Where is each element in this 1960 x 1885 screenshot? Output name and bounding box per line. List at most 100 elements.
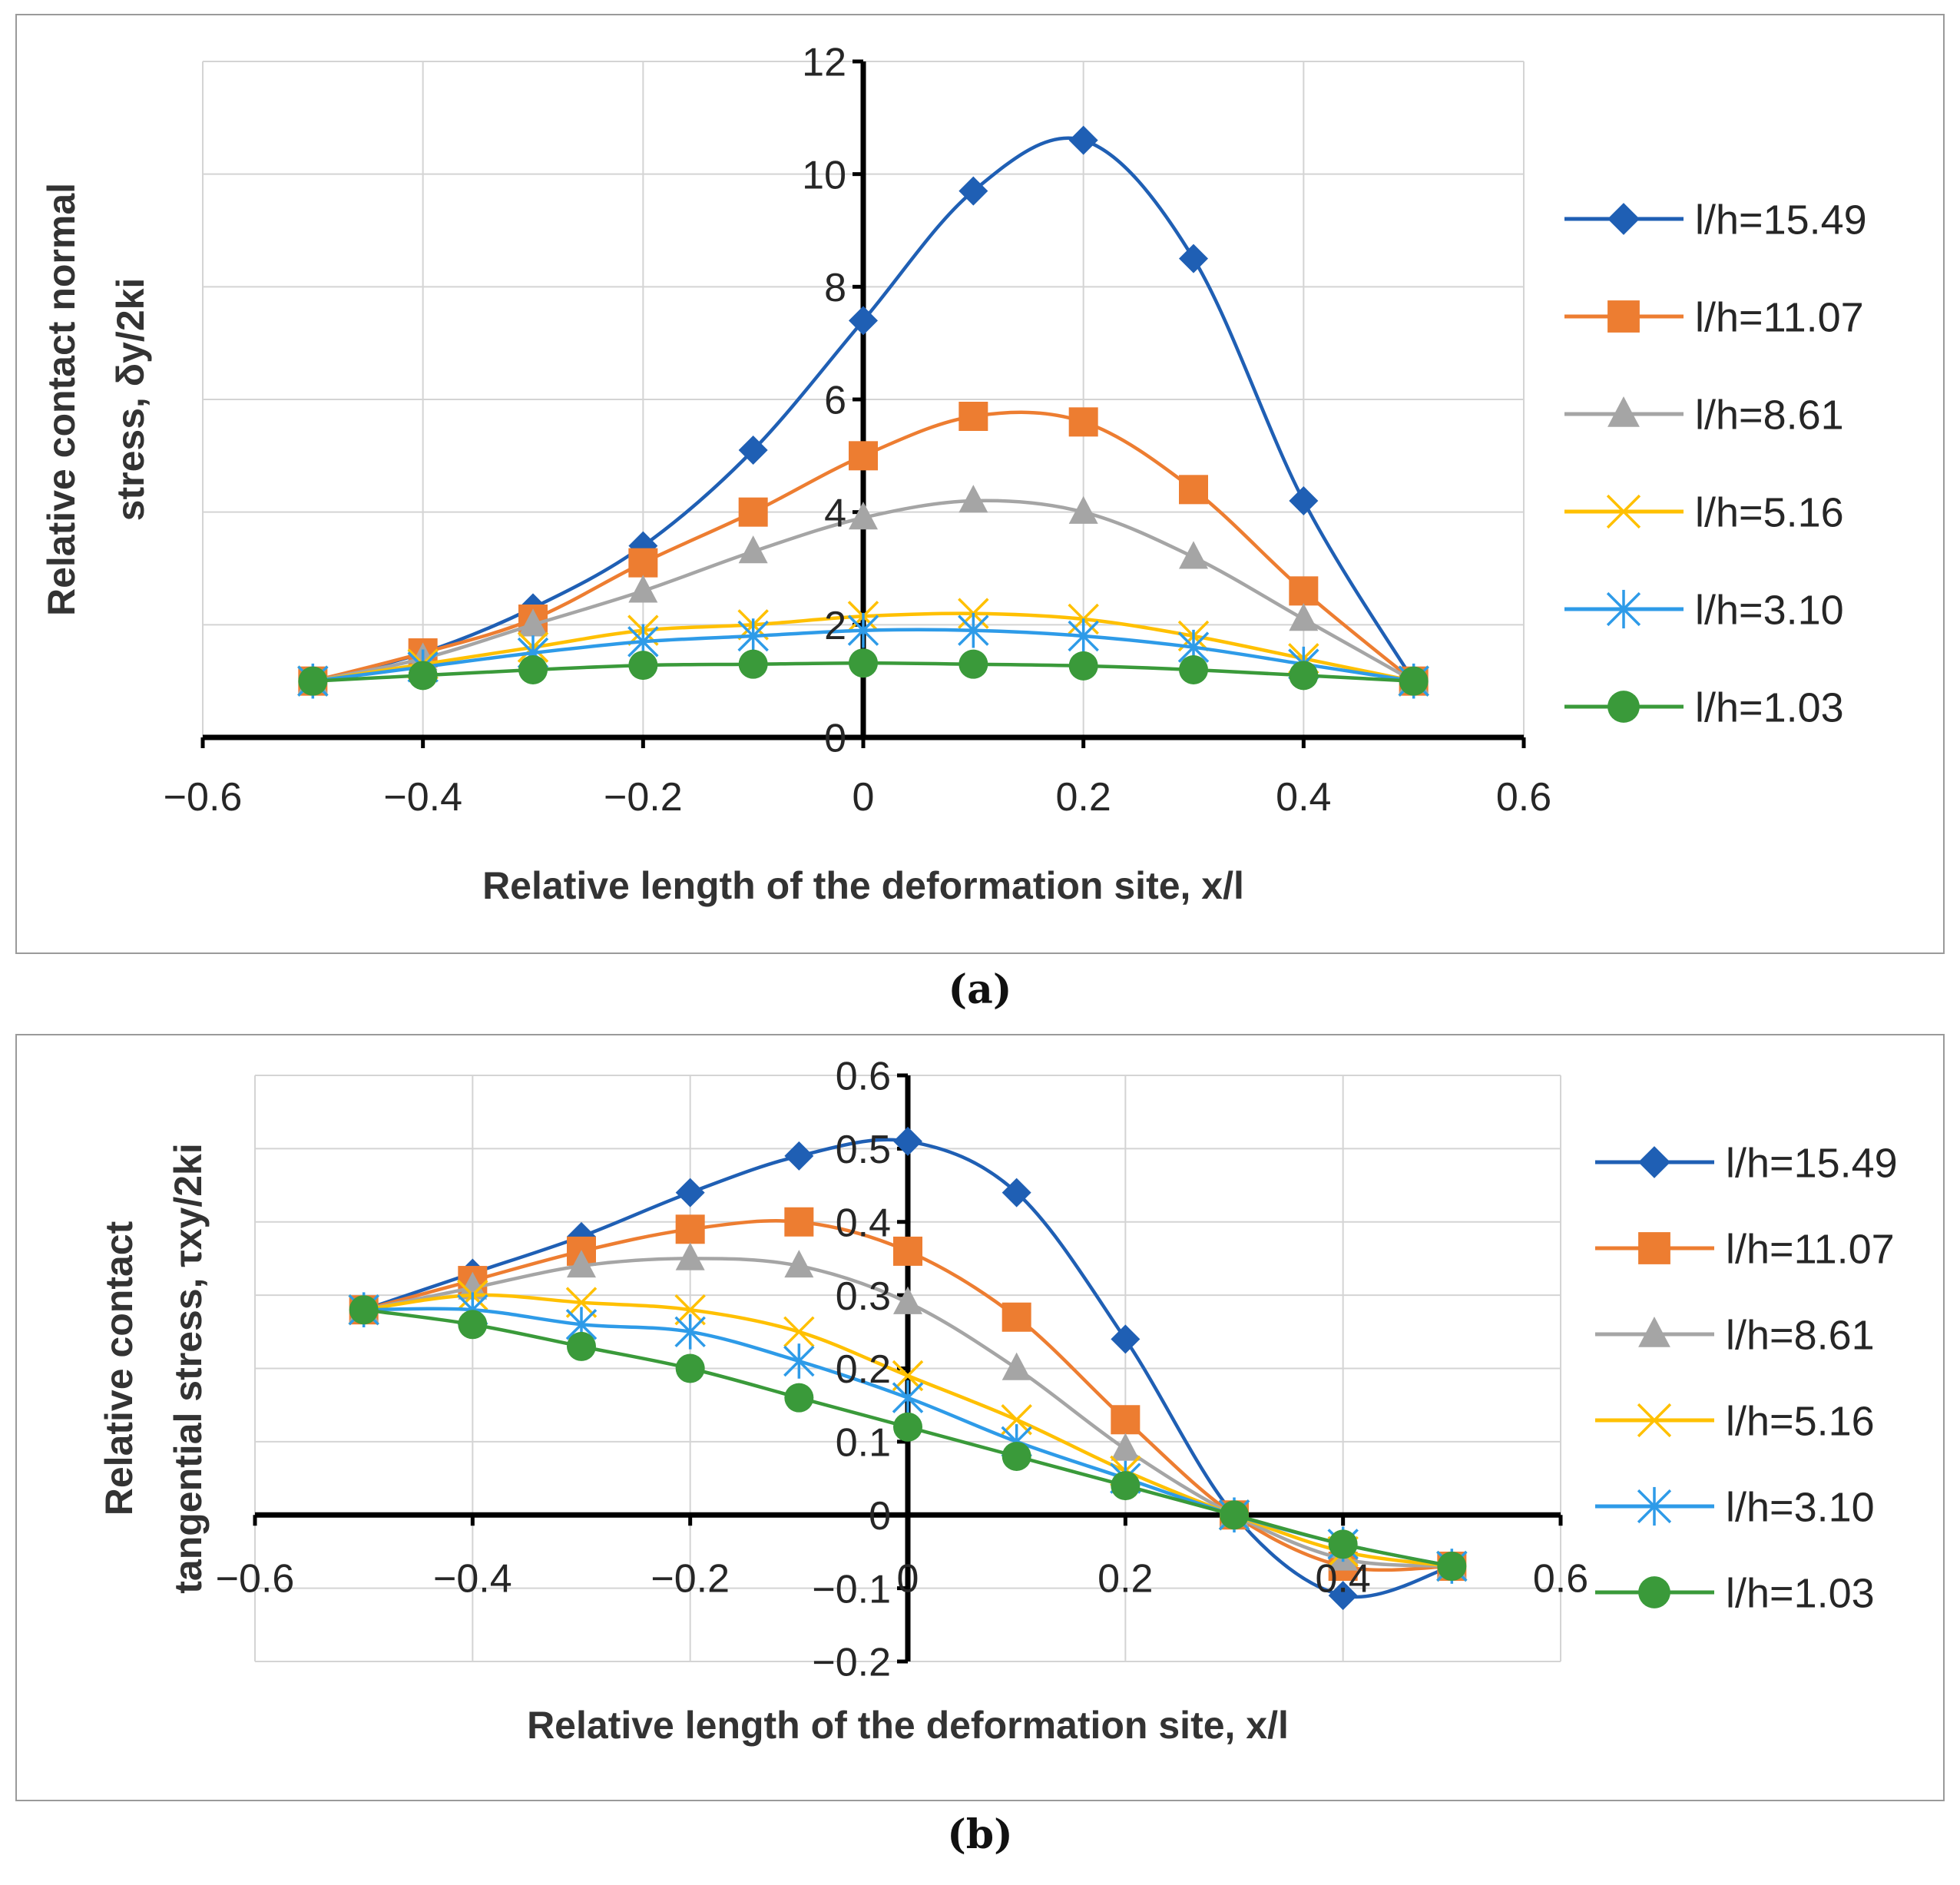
data-point-l/h=1.03 <box>738 649 768 679</box>
data-point-l/h=8.61 <box>738 535 768 564</box>
data-point-l/h=15.49 <box>1002 1178 1031 1208</box>
data-point-l/h=15.49 <box>958 176 988 206</box>
x-tick-label: −0.6 <box>216 1556 295 1601</box>
y-tick-label: 10 <box>802 153 846 197</box>
data-point-l/h=3.10 <box>783 1343 815 1379</box>
legend-label: l/h=5.16 <box>1726 1398 1875 1444</box>
data-point-l/h=1.03 <box>1068 651 1098 681</box>
data-point-l/h=11.07 <box>675 1214 705 1244</box>
legend-marker-l/h=11.07 <box>1638 1232 1670 1264</box>
data-point-l/h=8.61 <box>1179 541 1208 569</box>
legend-label: l/h=1.03 <box>1695 684 1844 730</box>
legend-label: l/h=8.61 <box>1695 392 1844 438</box>
data-point-l/h=11.07 <box>1002 1302 1031 1332</box>
data-point-l/h=8.61 <box>784 1250 814 1278</box>
data-point-l/h=15.49 <box>784 1141 814 1171</box>
data-point-l/h=5.16-stroke <box>674 1294 706 1326</box>
data-point-l/h=1.03 <box>1399 666 1429 696</box>
x-axis-title: Relative length of the deformation site,… <box>482 864 1244 907</box>
data-point-l/h=11.07 <box>1289 576 1319 606</box>
legend-label: l/h=15.49 <box>1726 1140 1898 1186</box>
data-point-l/h=5.16 <box>783 1316 815 1348</box>
series-line-l/h=15.49 <box>363 1138 1452 1599</box>
x-tick-label: 0.2 <box>1098 1556 1153 1601</box>
data-point-l/h=1.03 <box>1002 1441 1031 1471</box>
data-point-l/h=11.07 <box>1068 407 1098 437</box>
y-tick-label: 0 <box>869 1494 891 1539</box>
x-tick-label: 0.4 <box>1316 1556 1371 1601</box>
legend-marker-l/h=15.49 <box>1638 1146 1670 1178</box>
data-point-l/h=8.61 <box>1068 495 1098 524</box>
data-point-l/h=8.61 <box>893 1286 922 1314</box>
data-point-l/h=8.61 <box>518 608 548 637</box>
data-point-l/h=5.16 <box>1001 1404 1032 1436</box>
y-tick-label: 0.3 <box>836 1274 891 1319</box>
y-tick-label: 12 <box>802 41 846 85</box>
data-point-l/h=1.03 <box>458 1310 488 1340</box>
data-point-l/h=5.16-stroke <box>1001 1404 1032 1436</box>
data-point-l/h=1.03 <box>349 1295 379 1325</box>
data-point-l/h=11.07 <box>628 548 658 578</box>
data-point-l/h=8.61 <box>628 575 658 603</box>
data-point-l/h=1.03 <box>408 661 438 691</box>
data-point-l/h=1.03 <box>1111 1471 1141 1501</box>
y-tick-label: 6 <box>824 379 846 423</box>
data-point-l/h=15.49 <box>849 306 878 336</box>
data-point-l/h=11.07 <box>1179 475 1208 505</box>
y-tick-label: 0.6 <box>836 1055 891 1099</box>
data-point-l/h=8.61 <box>458 1271 488 1300</box>
legend-label: l/h=15.49 <box>1695 197 1867 243</box>
legend-marker-l/h=1.03 <box>1638 1576 1670 1608</box>
data-point-l/h=1.03 <box>1328 1529 1358 1559</box>
legend-label: l/h=3.10 <box>1695 587 1844 633</box>
data-point-l/h=11.07 <box>738 497 768 527</box>
caption-b: (b) <box>947 1811 1013 1858</box>
data-point-l/h=15.49 <box>738 436 768 465</box>
data-point-l/h=15.49 <box>1328 1581 1358 1611</box>
y-tick-label: −0.2 <box>812 1641 891 1685</box>
data-point-l/h=8.61 <box>675 1242 705 1270</box>
data-point-l/h=1.03 <box>849 648 878 678</box>
data-point-l/h=15.49 <box>1111 1324 1141 1354</box>
x-tick-label: 0.6 <box>1533 1556 1588 1601</box>
data-point-l/h=8.61 <box>1111 1433 1141 1461</box>
x-tick-label: 0.6 <box>1496 775 1551 820</box>
data-point-l/h=8.61 <box>1289 603 1319 631</box>
data-point-l/h=1.03 <box>893 1412 922 1442</box>
data-point-l/h=8.61 <box>849 502 878 530</box>
chart-b-svg: −0.6 −0.4 −0.2 0 0.2 0.4 0.6−0.2−0.100.10.20.3… <box>98 1055 1898 1747</box>
data-point-l/h=8.61 <box>958 485 988 513</box>
legend-marker-l/h=8.61 <box>1607 396 1640 427</box>
legend: l/h=15.49 l/h=11.07 l/h=8.61 l/h=5.16 l/h=3.… <box>1564 197 1867 730</box>
x-tick-label: −0.2 <box>651 1556 730 1601</box>
data-point-l/h=1.03 <box>628 651 658 681</box>
data-point-l/h=5.16-stroke <box>892 1360 924 1392</box>
data-point-l/h=11.07 <box>849 441 878 471</box>
y-tick-label: 0.5 <box>836 1128 891 1172</box>
data-point-l/h=1.03 <box>567 1331 596 1361</box>
x-axis-title: Relative length of the deformation site,… <box>527 1704 1289 1747</box>
data-point-l/h=1.03 <box>1289 661 1319 691</box>
legend-label: l/h=8.61 <box>1726 1312 1875 1358</box>
data-point-l/h=3.10 <box>892 1380 924 1416</box>
y-tick-label: 2 <box>824 604 846 648</box>
y-tick-label: 8 <box>824 266 846 310</box>
data-point-l/h=5.16-stroke <box>783 1316 815 1348</box>
data-point-l/h=1.03 <box>1179 655 1208 684</box>
data-point-l/h=5.16 <box>674 1294 706 1326</box>
chart-panel-b: −0.6 −0.4 −0.2 0 0.2 0.4 0.6 −0.2 −0.1 0 0.1 0.2 0.3… <box>15 1034 1945 1801</box>
y-axis-title-line: Relative contact normal <box>40 183 83 616</box>
x-tick-label: 0 <box>897 1556 919 1601</box>
legend-marker-l/h=3.10 <box>1606 589 1641 629</box>
data-point-l/h=3.10 <box>1068 618 1099 654</box>
y-tick-label: 4 <box>824 491 846 535</box>
y-axis-title-line: stress, δy/2ki <box>109 278 152 522</box>
y-tick-label: 0.4 <box>836 1201 891 1245</box>
x-tick-label: −0.4 <box>383 775 462 820</box>
data-point-l/h=3.10 <box>737 618 769 654</box>
data-point-l/h=15.49 <box>1289 486 1319 515</box>
data-point-l/h=3.10 <box>847 612 879 648</box>
legend: l/h=15.49 l/h=11.07 l/h=8.61 l/h=5.16 l/h=3.… <box>1595 1140 1898 1616</box>
x-tick-label: −0.2 <box>604 775 683 820</box>
chart-panel-a: −0.6 −0.4 −0.2 0 0.2 0.4 0.6 0 2 4 6 8 10 12 Relative … <box>15 14 1945 954</box>
